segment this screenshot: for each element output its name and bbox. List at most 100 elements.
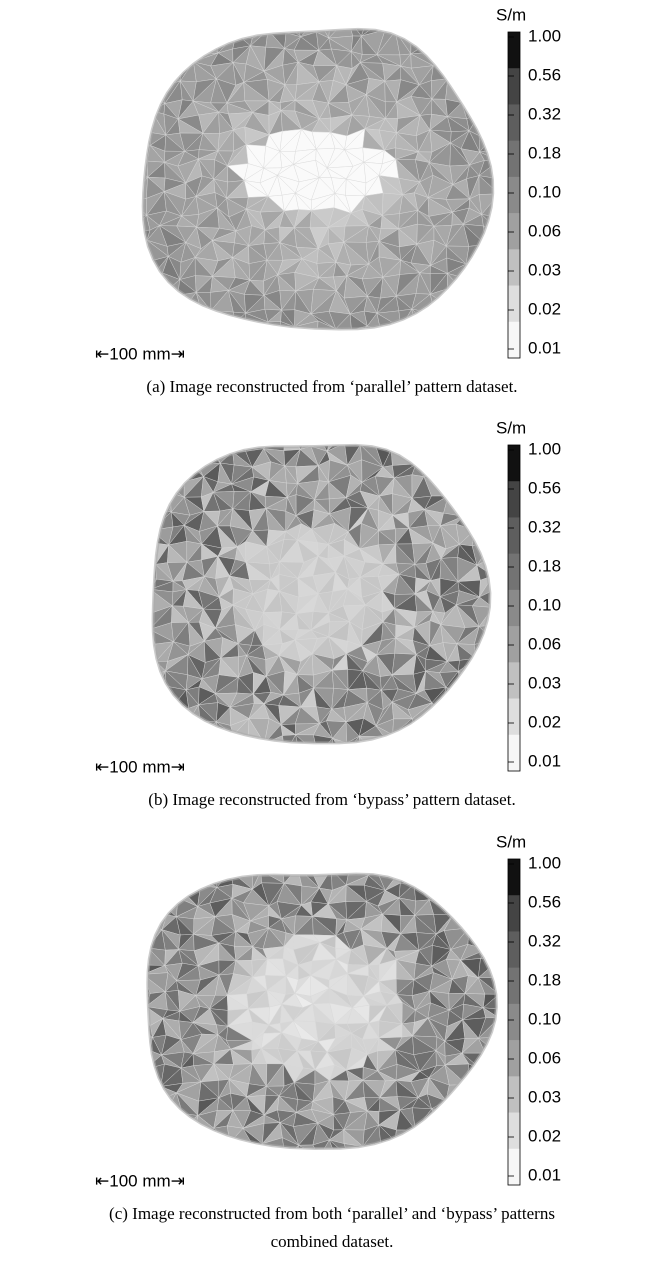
mesh-face (137, 589, 150, 613)
mesh-face (137, 577, 150, 593)
mesh-face (131, 84, 147, 103)
mesh-face (177, 322, 195, 342)
mesh-face (479, 673, 493, 694)
mesh-face (433, 309, 453, 327)
mesh-face (296, 857, 320, 868)
mesh-face (247, 18, 268, 30)
mesh-face (131, 965, 143, 981)
mesh-face (482, 857, 499, 868)
mesh-face (336, 329, 352, 342)
mesh-face (480, 111, 499, 136)
mesh-face (163, 314, 184, 331)
mesh-face (137, 543, 157, 564)
mesh-face (485, 46, 499, 70)
mesh-face (144, 857, 166, 875)
mesh-face (298, 857, 320, 874)
mesh-face (166, 431, 189, 450)
mesh-face (230, 1143, 253, 1157)
mesh-face (187, 734, 205, 755)
mesh-face (473, 479, 493, 500)
mesh-face (433, 327, 451, 342)
mesh-face (166, 875, 178, 886)
mesh-face (481, 1126, 499, 1143)
mesh-face (475, 500, 493, 516)
colorbar-label: 0.01 (528, 1165, 561, 1184)
mesh-face (377, 857, 401, 871)
caption: (b) Image reconstructed from ‘bypass’ pa… (148, 790, 515, 809)
mesh-face (229, 857, 251, 871)
mesh-face (144, 902, 160, 920)
mesh-face (236, 18, 252, 38)
mesh-face (415, 445, 430, 464)
mesh-face (446, 309, 464, 329)
mesh-face (131, 965, 145, 974)
mesh-face (424, 734, 448, 755)
colorbar-segment (508, 141, 520, 178)
mesh-face (166, 450, 184, 458)
mesh-face (214, 431, 233, 452)
colorbar-segment (508, 931, 520, 968)
mesh-face (143, 305, 163, 327)
mesh-face (216, 735, 233, 755)
mesh-face (486, 30, 499, 52)
mesh-face (213, 1141, 230, 1157)
mesh-face (424, 466, 441, 476)
mesh-face (137, 589, 150, 606)
mesh-face (434, 872, 452, 887)
mesh-face (363, 1146, 383, 1157)
mesh-face (467, 1064, 483, 1085)
mesh-face (148, 888, 160, 904)
mesh-face (131, 1108, 149, 1131)
mesh-face (429, 887, 450, 899)
mesh-face (457, 479, 475, 500)
caption: (c) Image reconstructed from both ‘paral… (109, 1204, 555, 1223)
mesh-face (450, 887, 461, 905)
mesh-face (143, 1115, 165, 1131)
mesh-face (432, 37, 453, 52)
mesh-face (137, 676, 157, 692)
mesh-face (183, 1138, 202, 1157)
mesh-face (468, 1098, 481, 1116)
mesh-face (156, 709, 171, 725)
mesh-face (462, 448, 480, 465)
mesh-face (268, 18, 286, 33)
mesh-face (131, 901, 148, 920)
mesh-face (137, 686, 157, 709)
mesh-face (248, 743, 271, 755)
mesh-face (177, 857, 197, 875)
mesh-face (181, 431, 202, 450)
colorbar-label: 0.18 (528, 970, 561, 989)
mesh-face (131, 1142, 148, 1157)
mesh-face (147, 62, 167, 87)
colorbar-segment (508, 213, 520, 250)
mesh-face (450, 50, 470, 68)
colorbar-label: 0.02 (528, 299, 561, 318)
mesh-face (131, 884, 152, 900)
mesh-face (251, 1144, 262, 1157)
mesh-face (457, 718, 477, 741)
mesh-face (453, 37, 467, 55)
mesh-face (348, 431, 362, 445)
mesh-face (167, 47, 184, 68)
mesh-face (153, 462, 166, 483)
mesh-face (155, 739, 168, 755)
mesh-face (203, 431, 215, 450)
mesh-face (149, 1115, 164, 1131)
mesh-face (153, 431, 166, 450)
mesh-face (168, 725, 188, 739)
mesh-face (457, 460, 480, 479)
mesh-face (131, 948, 148, 965)
mesh-face (131, 857, 144, 876)
colorbar-label: 0.32 (528, 104, 561, 123)
mesh-face (481, 1112, 499, 1127)
mesh-face (411, 734, 428, 755)
mesh-face (137, 448, 153, 464)
mesh-face (447, 289, 464, 309)
mesh-face (131, 111, 151, 133)
colorbar-label: 0.06 (528, 634, 561, 653)
mesh-face (484, 290, 499, 311)
mesh-face (160, 1126, 184, 1143)
mesh-face (385, 18, 395, 31)
mesh-face (480, 1098, 499, 1113)
mesh-face (479, 883, 499, 902)
